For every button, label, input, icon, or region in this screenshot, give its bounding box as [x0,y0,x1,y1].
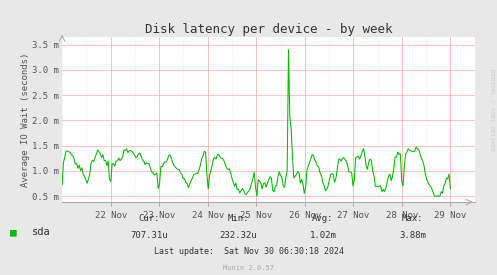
Text: ■: ■ [10,227,17,237]
Text: Avg:: Avg: [312,214,334,223]
Text: 3.88m: 3.88m [399,231,426,240]
Text: Munin 2.0.57: Munin 2.0.57 [223,265,274,271]
Text: Min:: Min: [228,214,249,223]
Text: Max:: Max: [402,214,423,223]
Text: 707.31u: 707.31u [130,231,168,240]
Title: Disk latency per device - by week: Disk latency per device - by week [145,23,392,36]
Text: Cur:: Cur: [138,214,160,223]
Text: sda: sda [32,227,51,237]
Text: 1.02m: 1.02m [310,231,336,240]
Text: RRDTOOL / TOBI OETIKER: RRDTOOL / TOBI OETIKER [490,69,495,151]
Y-axis label: Average IO Wait (seconds): Average IO Wait (seconds) [21,53,30,187]
Text: 232.32u: 232.32u [220,231,257,240]
Text: Last update:  Sat Nov 30 06:30:18 2024: Last update: Sat Nov 30 06:30:18 2024 [154,248,343,256]
